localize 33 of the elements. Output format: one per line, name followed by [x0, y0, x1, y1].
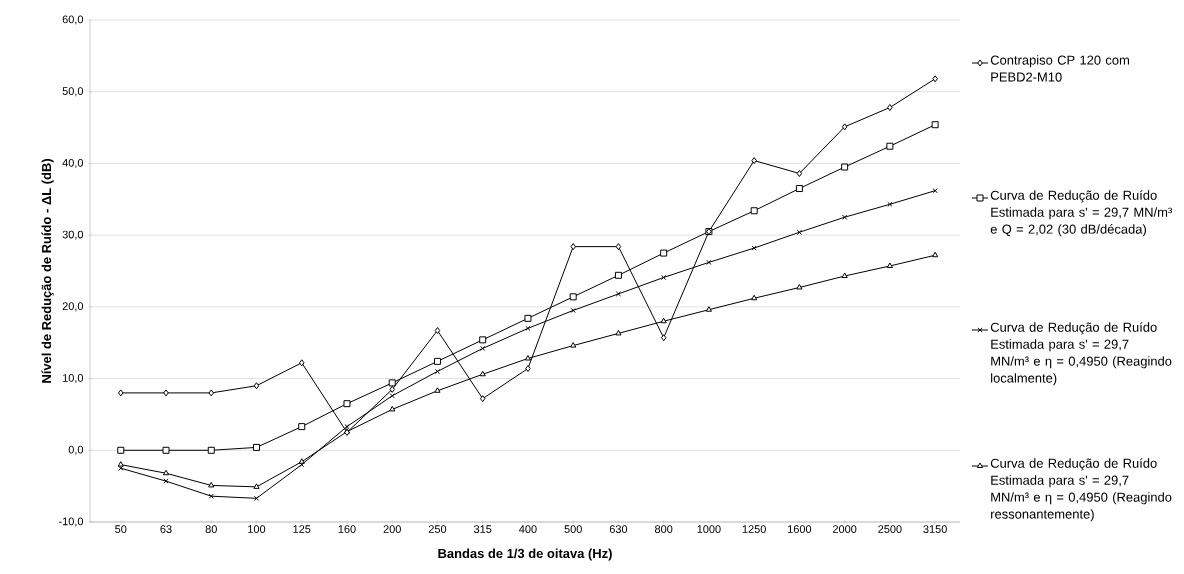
- x-tick-label: 1600: [788, 525, 812, 533]
- y-tick-label: -10,0: [58, 517, 84, 527]
- x-tick-label: 63: [160, 525, 172, 533]
- x-tick-label: 100: [248, 525, 266, 533]
- x-tick-label: 125: [293, 525, 311, 533]
- x-tick-label: 250: [428, 525, 447, 533]
- legend-label: Curva de Redução de Ruído Estimada para s' = 29,7 MN/m³ e Q = 2,02 (30 dB/década): [990, 190, 1172, 237]
- y-tick-label: 0,0: [68, 445, 84, 455]
- x-tick-label: 2500: [878, 525, 902, 533]
- y-tick-label: 10,0: [62, 374, 84, 384]
- y-tick-label: 60,0: [62, 15, 84, 25]
- x-tick-label: 200: [383, 525, 401, 533]
- x-tick-label: 80: [205, 525, 217, 533]
- x-axis-title: Bandas de 1/3 de oitava (Hz): [438, 548, 612, 561]
- x-tick-label: 630: [609, 525, 628, 533]
- legend-label: Curva de Redução de Ruído Estimada para s' = 29,7 MN/m³ e η = 0,4950 (Reagindo localmente): [990, 322, 1172, 386]
- x-tick-label: 1000: [697, 525, 721, 533]
- x-tick-label: 3150: [923, 525, 947, 533]
- x-tick-label: 315: [473, 525, 492, 533]
- legend-label: Contrapiso CP 120 com PEBD2-M10: [990, 55, 1129, 82]
- y-tick-label: 20,0: [62, 302, 84, 312]
- x-tick-label: 160: [338, 525, 356, 533]
- x-tick-label: 500: [564, 525, 582, 533]
- x-tick-label: 1250: [742, 525, 766, 533]
- x-tick-label: 400: [519, 525, 537, 533]
- y-tick-label: 50,0: [62, 87, 84, 97]
- y-tick-label: 30,0: [62, 230, 84, 240]
- y-tick-label: 40,0: [62, 158, 84, 168]
- y-axis-title: Nível de Redução de Ruído - ΔL (dB): [41, 159, 54, 383]
- x-tick-label: 50: [115, 525, 127, 533]
- x-tick-label: 800: [655, 525, 673, 533]
- x-tick-label: 2000: [833, 525, 857, 533]
- legend-label: Curva de Redução de Ruído Estimada para s' = 29,7 MN/m³ e η = 0,4950 (Reagindo ressonantemente): [990, 458, 1172, 522]
